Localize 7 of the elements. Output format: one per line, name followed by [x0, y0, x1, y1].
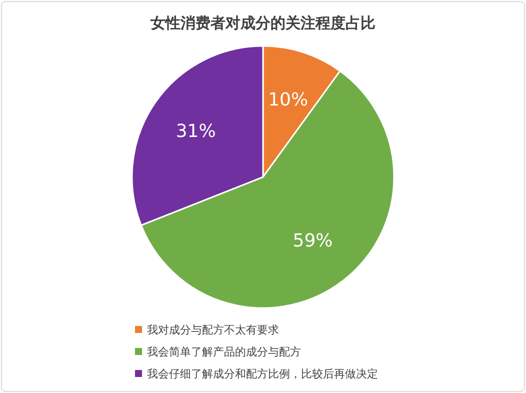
legend-label: 我会仔细了解成分和配方比例，比较后再做决定	[147, 368, 378, 380]
chart-title: 女性消费者对成分的关注程度占比	[150, 14, 376, 32]
data-label: 31%	[176, 120, 216, 142]
data-label: 59%	[292, 230, 333, 252]
legend-label: 我会简单了解产品的成分与配方	[147, 346, 301, 358]
data-label: 10%	[268, 89, 308, 110]
legend-label: 我对成分与配方不太有要求	[147, 324, 279, 336]
